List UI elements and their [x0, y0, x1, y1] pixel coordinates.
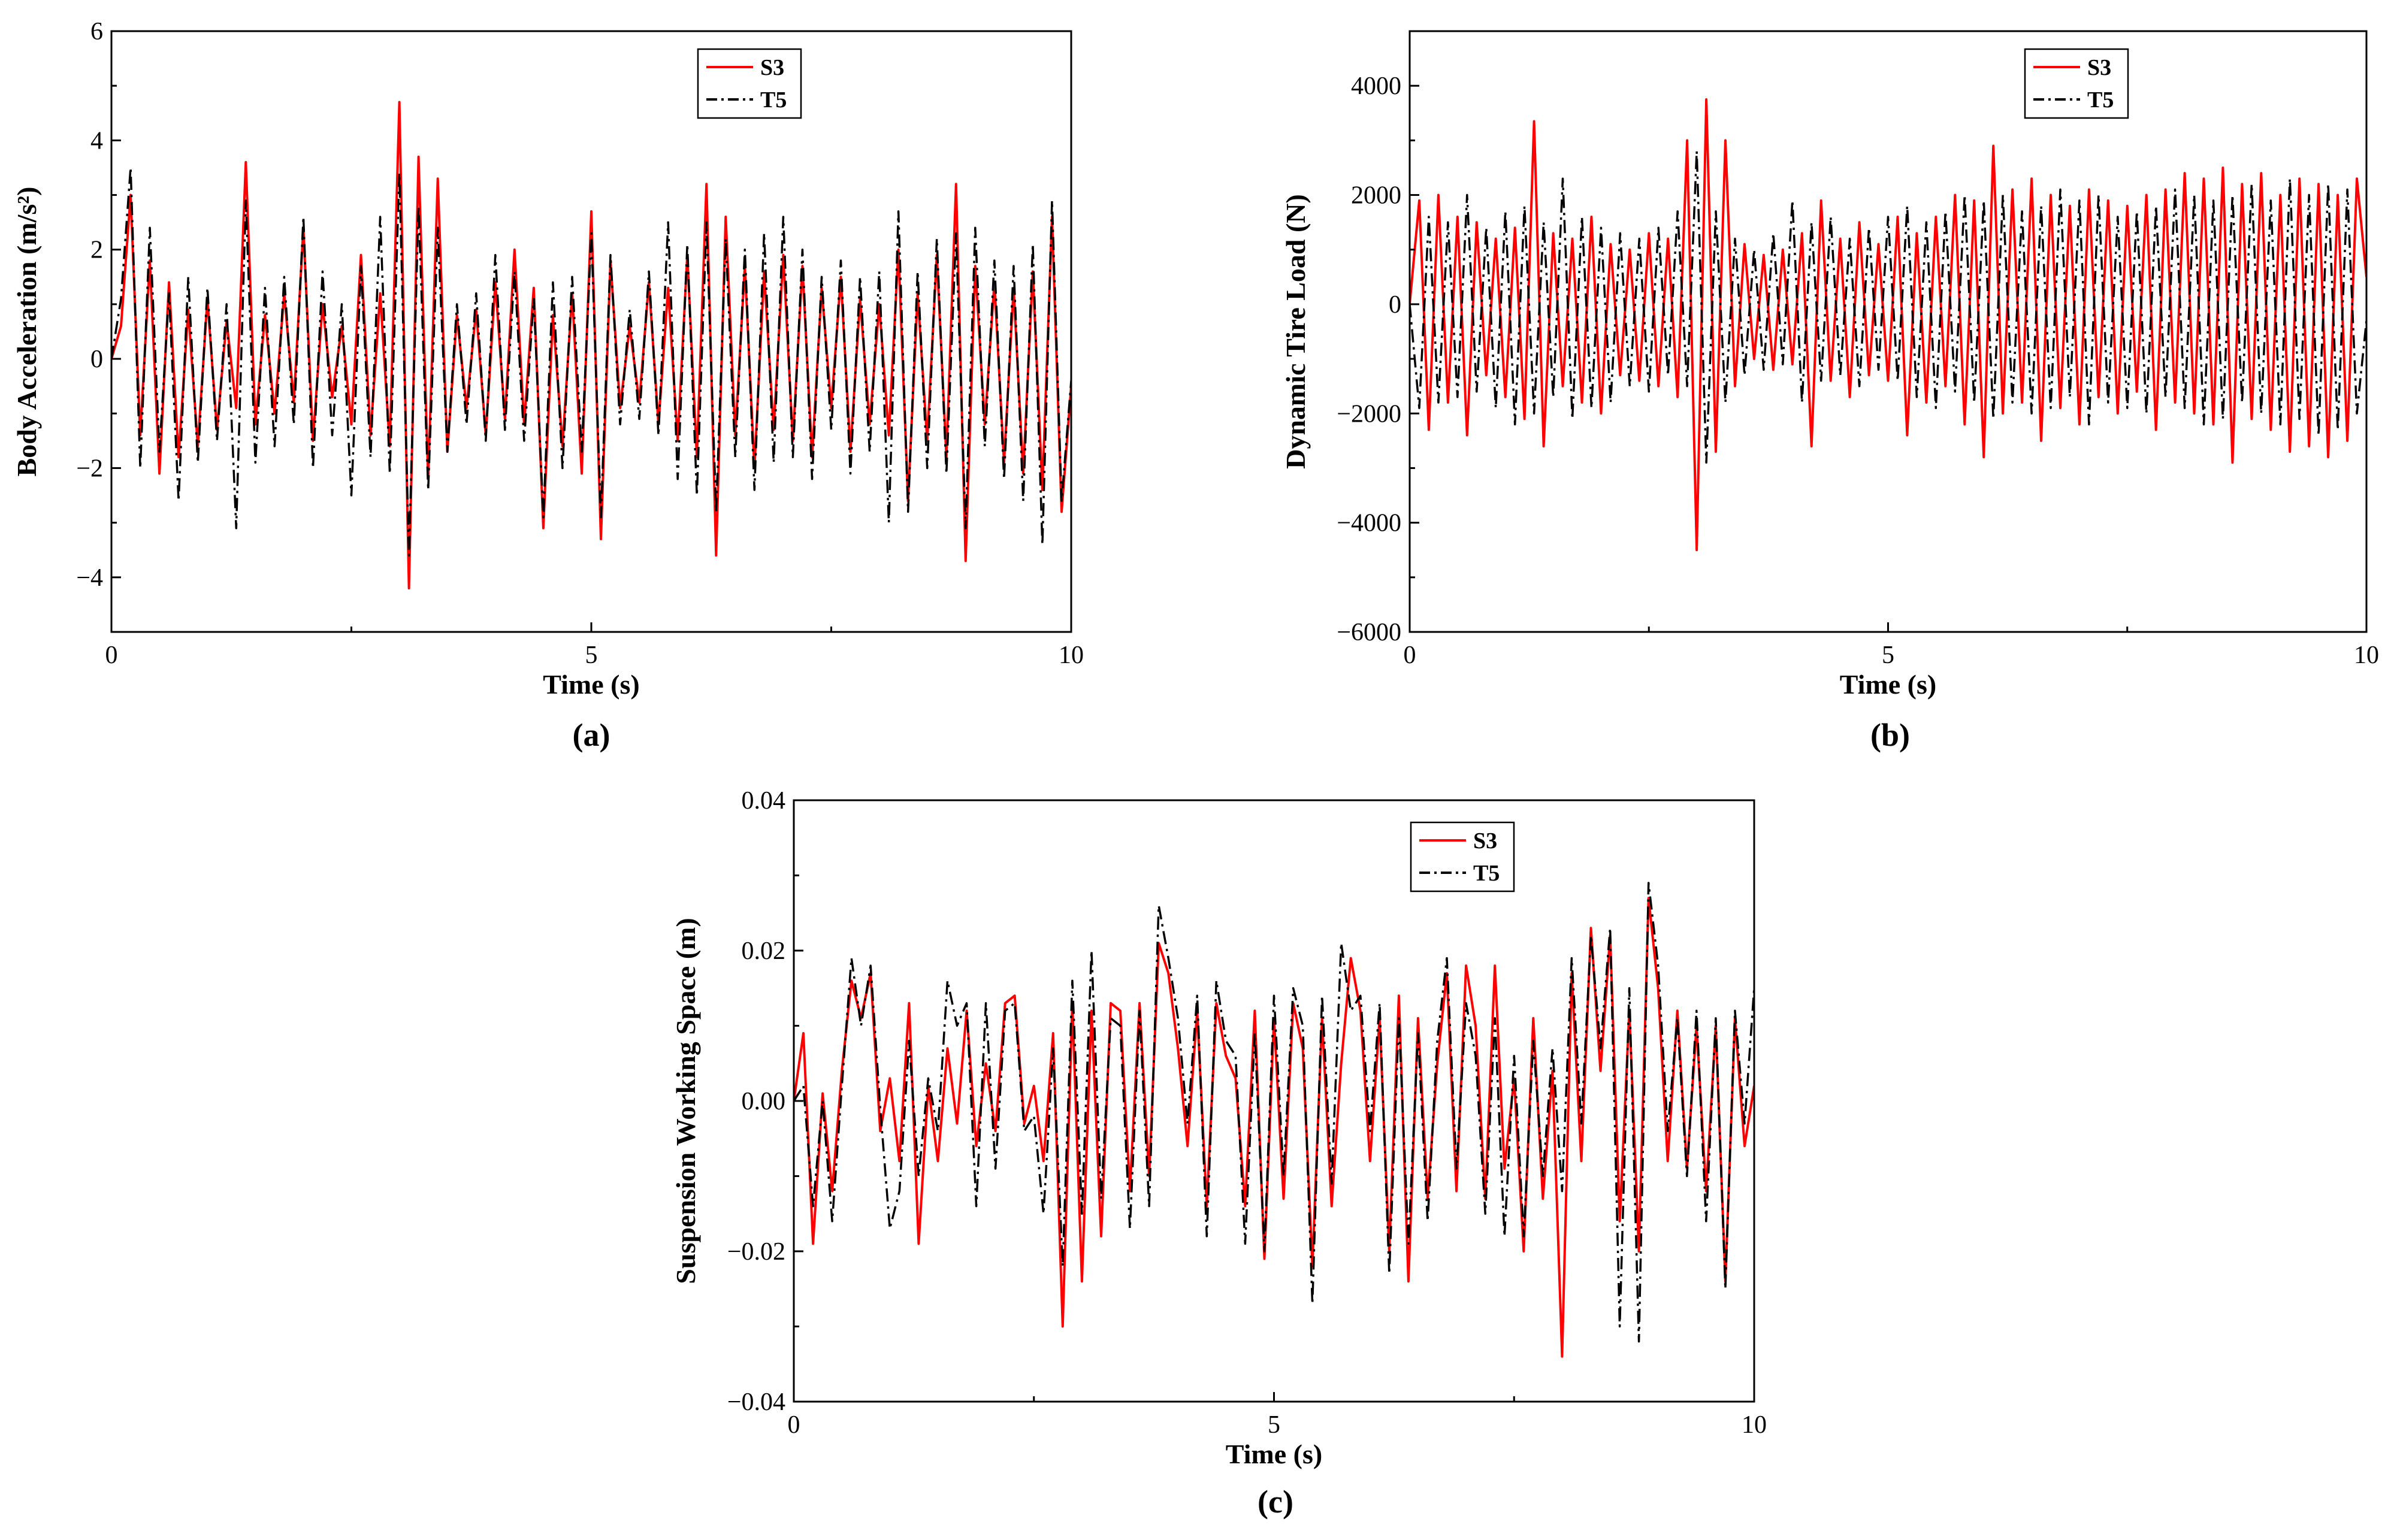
panel-label: (b)	[1870, 717, 1910, 753]
y-tick-label: 6	[90, 18, 103, 46]
x-tick-label: 0	[1404, 642, 1416, 669]
y-tick-label: −4	[76, 564, 103, 592]
y-axis-label: Suspension Working Space (m)	[670, 918, 701, 1284]
legend-label-t5: T5	[2087, 87, 2114, 113]
x-tick-label: 5	[585, 642, 598, 669]
y-tick-label: 0	[90, 346, 103, 373]
series-line-t5	[111, 167, 1071, 557]
x-tick-label: 5	[1882, 642, 1894, 669]
y-tick-label: 0.04	[742, 787, 786, 815]
series-line-t5	[1410, 150, 2366, 464]
y-tick-label: 4000	[1351, 72, 1401, 100]
y-tick-label: −0.04	[727, 1388, 785, 1416]
x-tick-label: 0	[788, 1411, 800, 1439]
chart-panel-a: 0 5 10 −4 −2 0 2 4 6 Time (s) Body Acceleration (m…	[11, 18, 1084, 753]
panel-label: (a)	[573, 717, 610, 753]
x-tick-label: 5	[1268, 1411, 1280, 1439]
y-tick-label: 0.00	[742, 1088, 786, 1115]
legend-box	[697, 48, 802, 119]
series-line-t5	[794, 882, 1754, 1343]
y-tick-label: 0	[1389, 291, 1401, 319]
x-tick-label: 10	[2354, 642, 2379, 669]
y-tick-label: −2000	[1337, 400, 1401, 428]
x-axis-label: Time (s)	[1226, 1439, 1322, 1469]
y-tick-label: −0.02	[727, 1238, 785, 1266]
y-tick-label: 4	[90, 127, 103, 155]
y-tick-label: 0.02	[742, 937, 786, 965]
legend-label-t5: T5	[760, 87, 787, 113]
legend-label-s3: S3	[2087, 55, 2111, 80]
legend-label-s3: S3	[1473, 828, 1497, 854]
y-tick-label: −2	[76, 455, 103, 482]
y-axis-label: Dynamic Tire Load (N)	[1280, 194, 1311, 469]
legend-label-t5: T5	[1473, 861, 1500, 886]
legend-label-s3: S3	[760, 55, 784, 80]
y-tick-label: −6000	[1337, 619, 1401, 646]
x-axis-label: Time (s)	[543, 669, 639, 700]
chart-panel-b: 0 5 10 −6000 −4000 −2000 0 2000 4000 Time (s) Dyna…	[1280, 30, 2379, 753]
x-tick-label: 10	[1059, 642, 1084, 669]
x-axis-label: Time (s)	[1840, 669, 1936, 700]
x-tick-label: 0	[105, 642, 118, 669]
series-line-s3	[1410, 98, 2366, 552]
y-axis-label: Body Acceleration (m/s²)	[11, 187, 42, 477]
y-tick-label: 2000	[1351, 182, 1401, 210]
y-tick-label: 2	[90, 237, 103, 264]
legend-box	[2024, 48, 2129, 119]
y-tick-label: −4000	[1337, 510, 1401, 537]
x-tick-label: 10	[1742, 1411, 1767, 1439]
legend-box	[1410, 821, 1515, 892]
panel-label: (c)	[1258, 1484, 1293, 1520]
chart-panel-c: 0 5 10 −0.04 −0.02 0.00 0.02 0.04 Time (s) Suspen…	[670, 787, 1767, 1520]
